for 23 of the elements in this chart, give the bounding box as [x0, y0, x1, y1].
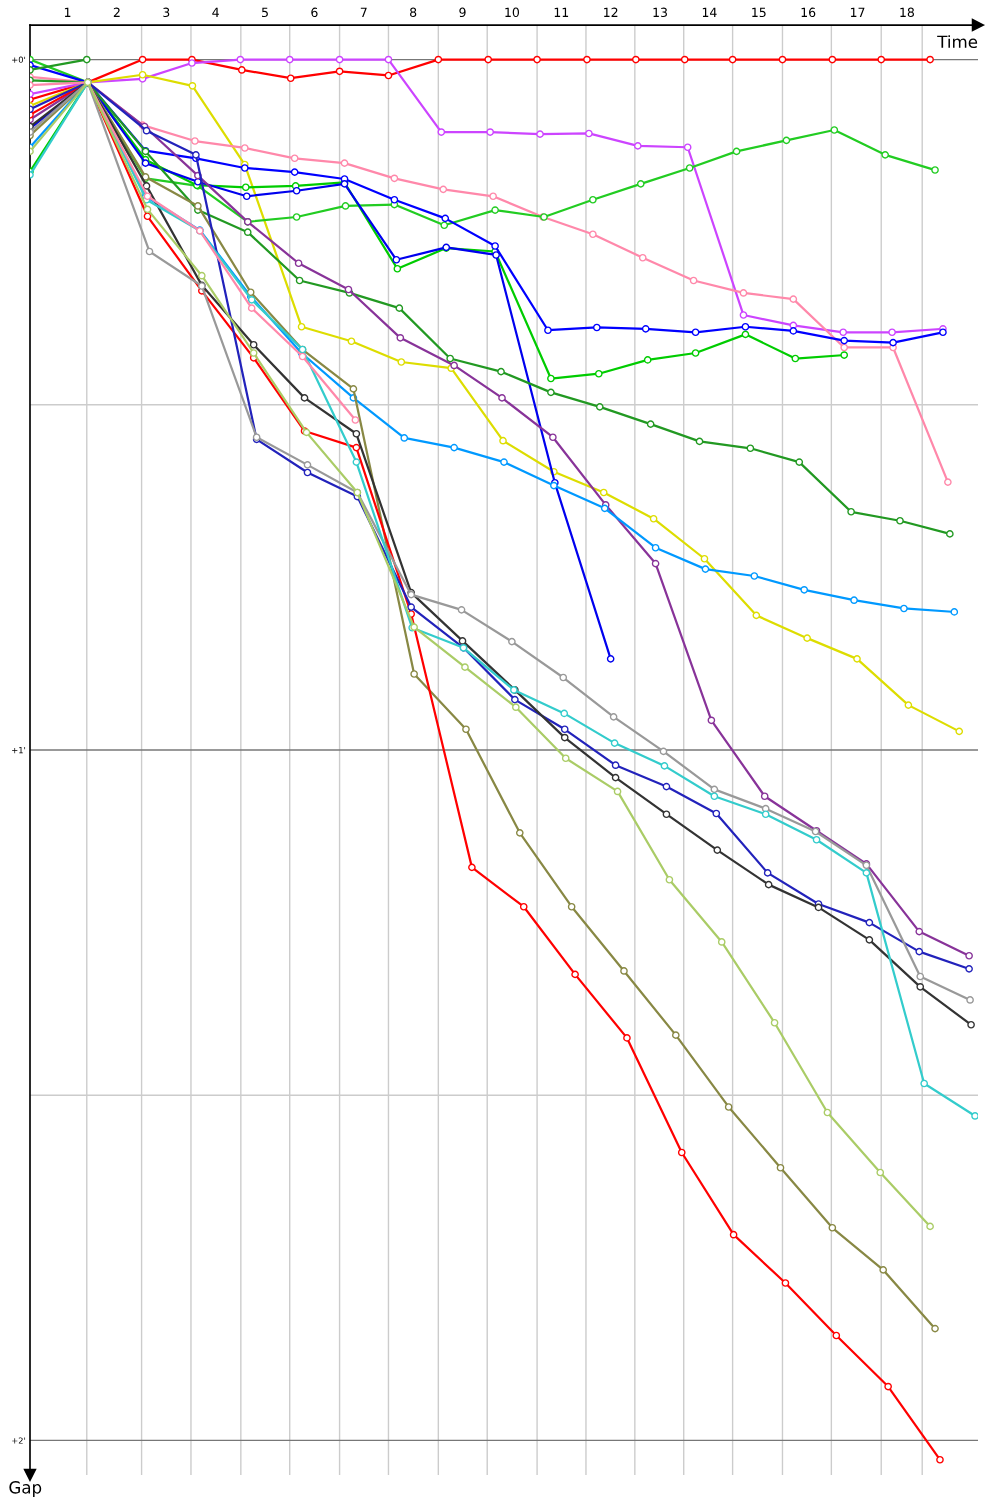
x-tick-label: 18	[900, 7, 914, 18]
x-tick-label: 1	[64, 7, 71, 17]
x-tick-label: 14	[702, 7, 717, 17]
y-tick-label: +0'	[12, 56, 26, 63]
x-tick-label: 5	[262, 7, 268, 18]
x-tick-label: 16	[801, 7, 816, 18]
x-tick-label: 10	[505, 7, 520, 18]
x-tick-label: 3	[163, 7, 170, 18]
x-tick-label: 7	[360, 7, 367, 17]
y-tick-label: +1'	[12, 747, 26, 754]
x-tick-label: 11	[554, 7, 569, 17]
y-axis-title: Gap	[9, 1481, 42, 1497]
x-axis-title: Time	[937, 35, 978, 49]
x-tick-label: 9	[459, 7, 466, 18]
x-tick-label: 13	[653, 7, 667, 18]
x-tick-label: 8	[410, 7, 417, 18]
x-tick-label: 6	[311, 7, 318, 18]
x-tick-label: 4	[212, 7, 219, 17]
x-tick-label: 12	[604, 7, 618, 17]
y-tick-label: +2'	[12, 1437, 26, 1444]
x-tick-label: 17	[850, 7, 865, 17]
x-tick-label: 2	[113, 7, 120, 17]
x-tick-label: 15	[752, 7, 766, 18]
